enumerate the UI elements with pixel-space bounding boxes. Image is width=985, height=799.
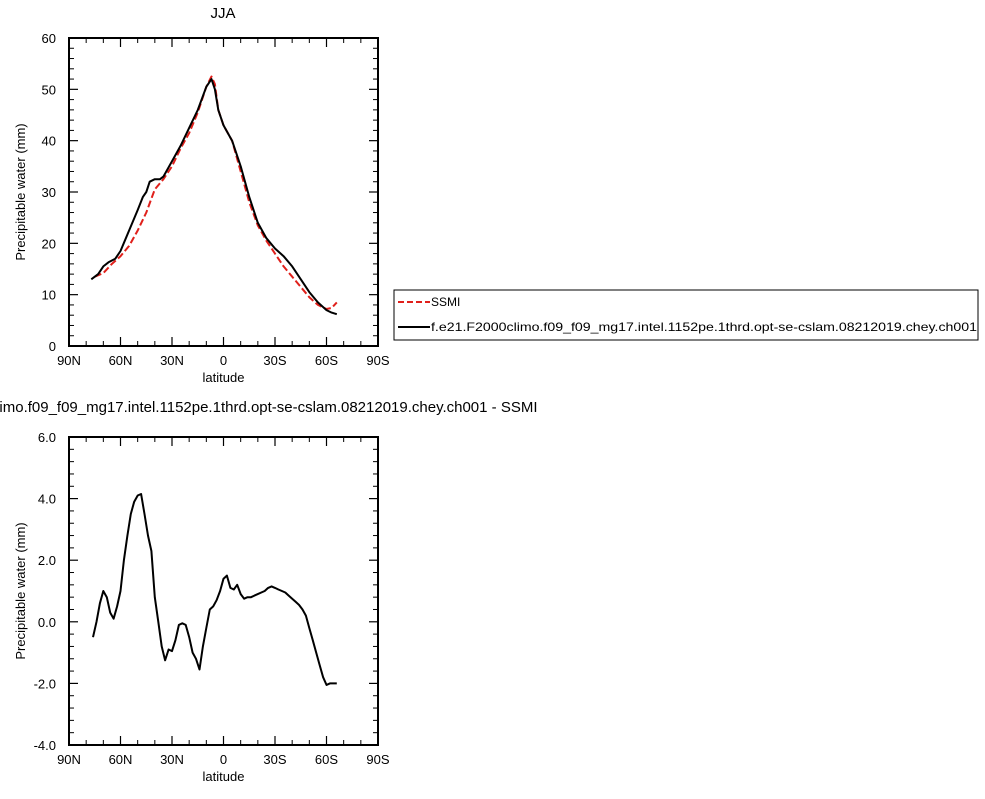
top-xtick-label: 0 bbox=[220, 353, 227, 368]
top-ytick-label: 40 bbox=[42, 134, 56, 149]
bottom-x-axis-label: latitude bbox=[203, 769, 245, 784]
top-x-axis-label: latitude bbox=[203, 370, 245, 385]
bottom-ytick-label: -4.0 bbox=[34, 738, 56, 753]
top-xtick-label: 30S bbox=[263, 353, 286, 368]
bottom-plot-area: 90N 60N 30N 0 30S 60S 90S -4.0 -2.0 0.0 2.0 4.0 6.0 l… bbox=[13, 430, 390, 784]
top-xtick-label: 90N bbox=[57, 353, 81, 368]
top-xtick-label: 30N bbox=[160, 353, 184, 368]
bottom-xtick-label: 90S bbox=[366, 752, 389, 767]
top-chart-title: JJA bbox=[210, 5, 235, 22]
legend-label-model: f.e21.F2000climo.f09_f09_mg17.intel.1152… bbox=[431, 320, 977, 334]
bottom-ytick-label: -2.0 bbox=[34, 676, 56, 691]
bottom-xtick-label: 30N bbox=[160, 752, 184, 767]
bottom-xtick-label: 60S bbox=[315, 752, 338, 767]
top-xtick-label: 60S bbox=[315, 353, 338, 368]
legend-box bbox=[393, 289, 979, 341]
top-xtick-label: 60N bbox=[109, 353, 133, 368]
top-ytick-label: 10 bbox=[42, 288, 56, 303]
bottom-y-axis-label: Precipitable water (mm) bbox=[13, 522, 28, 659]
legend-label-ssmi: SSMI bbox=[431, 295, 460, 309]
top-y-axis-label: Precipitable water (mm) bbox=[13, 123, 28, 260]
bottom-xtick-label: 0 bbox=[220, 752, 227, 767]
bottom-chart-title: f.e21.F2000climo.f09_f09_mg17.intel.1152… bbox=[0, 399, 538, 416]
top-panel: JJA 90N 60N 30N 0 30S 60S 90S 0 10 20 30 40 50 60 lati… bbox=[13, 5, 390, 385]
top-ytick-label: 20 bbox=[42, 236, 56, 251]
top-plot-area: 90N 60N 30N 0 30S 60S 90S 0 10 20 30 40 50 60 latitude… bbox=[13, 31, 390, 385]
bottom-ytick-label: 0.0 bbox=[38, 615, 56, 630]
top-series-line-0 bbox=[94, 75, 338, 310]
bottom-panel: f.e21.F2000climo.f09_f09_mg17.intel.1152… bbox=[0, 399, 538, 784]
legend: SSMI f.e21.F2000climo.f09_f09_mg17.intel… bbox=[393, 289, 979, 341]
top-ytick-label: 60 bbox=[42, 31, 56, 46]
bottom-ytick-label: 2.0 bbox=[38, 553, 56, 568]
bottom-xtick-label: 60N bbox=[109, 752, 133, 767]
top-ytick-label: 50 bbox=[42, 82, 56, 97]
top-ytick-label: 0 bbox=[49, 339, 56, 354]
bottom-ytick-label: 4.0 bbox=[38, 492, 56, 507]
top-ytick-label: 30 bbox=[42, 185, 56, 200]
bottom-ytick-label: 6.0 bbox=[38, 430, 56, 445]
top-xtick-label: 90S bbox=[366, 353, 389, 368]
bottom-xtick-label: 90N bbox=[57, 752, 81, 767]
top-plot-frame bbox=[68, 37, 379, 347]
bottom-series-line-0 bbox=[92, 493, 337, 686]
top-series-line-1 bbox=[90, 78, 338, 316]
bottom-plot-frame bbox=[68, 436, 379, 746]
bottom-xtick-label: 30S bbox=[263, 752, 286, 767]
